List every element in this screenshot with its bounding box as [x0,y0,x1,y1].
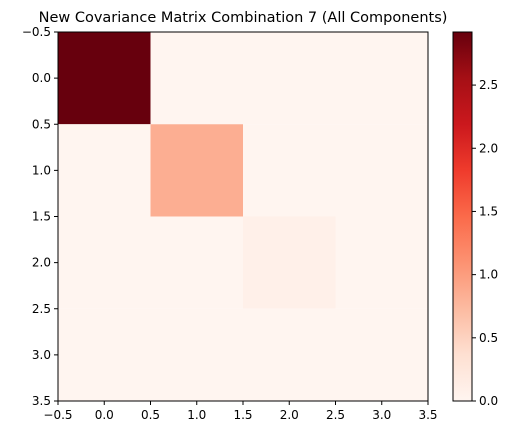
x-axis: −0.5 0.0 0.5 1.0 1.5 2.0 2.5 3.0 3.5 [43,401,438,422]
heatmap-cell [58,216,151,309]
colorbar-tick-label: 2.5 [479,78,498,92]
colorbar-axis: 0.0 0.5 1.0 1.5 2.0 2.5 [472,78,498,408]
y-tick-label: 1.5 [32,210,51,224]
heatmap-cell [243,216,336,309]
heatmap-cell [58,124,151,217]
x-tick-label: 3.0 [372,408,391,422]
y-tick-label: 0.5 [32,117,51,131]
heatmap-cell [150,216,243,309]
heatmap-cell [335,124,428,217]
y-tick-label: 2.0 [32,256,51,270]
heatmap-cell [335,216,428,309]
colorbar-tick-label: 2.0 [479,141,498,155]
heatmap-cell [335,32,428,125]
colorbar-tick-label: 0.0 [479,394,498,408]
heatmap-cell [150,308,243,401]
heatmap-cell [243,32,336,125]
x-tick-label: 0.0 [95,408,114,422]
y-axis: −0.5 0.0 0.5 1.0 1.5 2.0 2.5 3.0 3.5 [22,25,58,408]
colorbar-tick-label: 1.5 [479,204,498,218]
x-tick-label: 0.5 [141,408,160,422]
x-tick-label: −0.5 [43,408,72,422]
x-tick-label: 3.5 [418,408,437,422]
heatmap-cells [58,32,428,401]
heatmap-cell [335,308,428,401]
heatmap-cell [243,308,336,401]
chart-title: New Covariance Matrix Combination 7 (All… [39,10,448,26]
y-tick-label: 3.5 [32,394,51,408]
y-tick-label: −0.5 [22,25,51,39]
heatmap-cell [150,124,243,217]
y-tick-label: 2.5 [32,302,51,316]
colorbar-tick-label: 0.5 [479,331,498,345]
x-tick-label: 1.0 [187,408,206,422]
heatmap-cell [150,32,243,125]
x-tick-label: 2.0 [280,408,299,422]
colorbar-tick-label: 1.0 [479,268,498,282]
y-tick-label: 0.0 [32,71,51,85]
x-tick-label: 2.5 [326,408,345,422]
y-tick-label: 3.0 [32,348,51,362]
colorbar [452,31,473,402]
x-tick-label: 1.5 [233,408,252,422]
heatmap-cell [58,308,151,401]
y-tick-label: 1.0 [32,163,51,177]
heatmap-cell [58,32,151,125]
heatmap-cell [243,124,336,217]
